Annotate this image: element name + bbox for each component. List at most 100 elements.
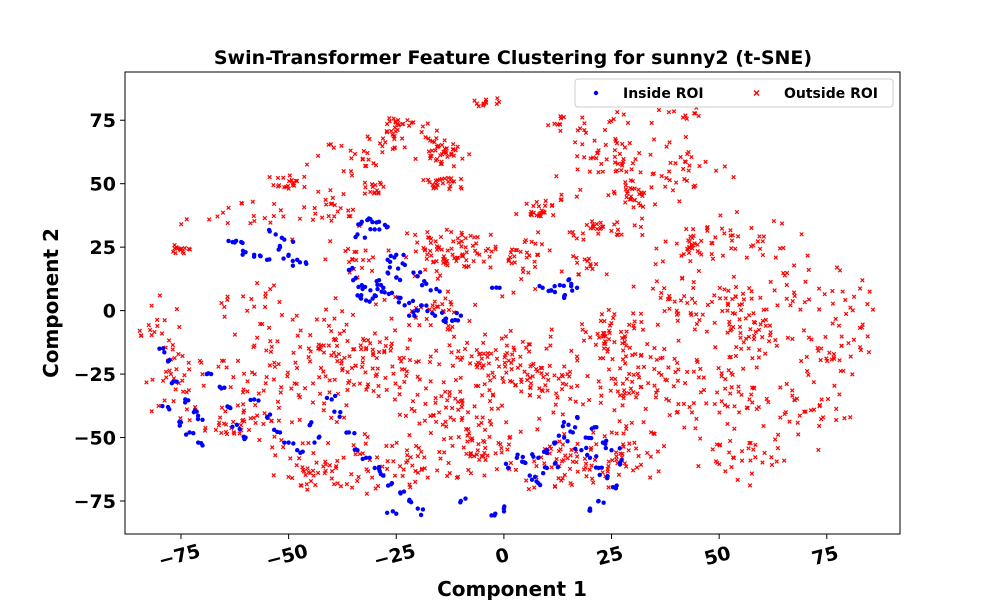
outside-roi-point	[154, 317, 160, 323]
outside-roi-point	[574, 154, 580, 159]
outside-roi-point	[761, 423, 766, 429]
outside-roi-point	[464, 451, 469, 457]
outside-roi-point	[674, 308, 679, 313]
outside-roi-point	[344, 481, 350, 487]
outside-roi-point	[663, 184, 668, 189]
outside-roi-point	[670, 188, 676, 193]
inside-roi-point	[374, 220, 379, 225]
outside-roi-point	[619, 232, 624, 237]
inside-roi-point	[396, 295, 401, 300]
inside-roi-point	[157, 346, 162, 351]
inside-roi-point	[534, 479, 539, 484]
outside-roi-point	[482, 473, 487, 478]
outside-roi-point	[820, 415, 826, 420]
outside-roi-point	[623, 354, 629, 359]
outside-roi-point	[465, 433, 470, 438]
outside-roi-point	[340, 366, 345, 371]
outside-roi-point	[581, 237, 586, 242]
outside-roi-point	[174, 306, 180, 312]
outside-roi-point	[407, 357, 413, 363]
inside-roi-point	[385, 271, 391, 276]
outside-roi-point	[679, 276, 685, 281]
outside-roi-point	[596, 170, 601, 175]
outside-roi-point	[543, 382, 548, 388]
outside-roi-point	[539, 242, 545, 247]
outside-roi-point	[834, 265, 840, 270]
outside-roi-point	[757, 234, 762, 239]
outside-roi-point	[294, 365, 300, 371]
outside-roi-point	[753, 442, 758, 448]
inside-roi-point	[378, 282, 384, 288]
outside-roi-point	[359, 364, 365, 370]
inside-roi-point	[186, 398, 191, 403]
inside-roi-point	[415, 506, 420, 511]
outside-roi-point	[518, 354, 523, 359]
outside-roi-point	[567, 230, 572, 235]
outside-roi-point	[640, 193, 645, 199]
outside-roi-point	[582, 257, 587, 262]
outside-roi-point	[413, 249, 419, 254]
outside-roi-point	[352, 151, 358, 157]
outside-roi-point	[249, 370, 255, 375]
outside-roi-point	[831, 351, 837, 357]
outside-roi-point	[287, 173, 293, 178]
outside-roi-point	[334, 343, 340, 349]
outside-roi-point	[545, 377, 551, 383]
outside-roi-point	[693, 312, 699, 317]
outside-roi-point	[599, 393, 604, 398]
outside-roi-point	[529, 239, 534, 245]
outside-roi-point	[587, 335, 593, 340]
outside-roi-point	[736, 410, 742, 415]
outside-roi-point	[628, 185, 633, 191]
x-tick-label: 75	[810, 542, 841, 570]
outside-roi-point	[351, 442, 356, 448]
outside-roi-point	[251, 213, 257, 219]
outside-roi-point	[447, 393, 452, 398]
outside-roi-point	[809, 337, 814, 342]
inside-roi-point	[557, 283, 563, 288]
outside-roi-point	[806, 372, 811, 378]
outside-roi-point	[630, 161, 636, 166]
outside-roi-point	[239, 200, 244, 206]
outside-roi-point	[614, 168, 620, 173]
outside-roi-point	[332, 377, 337, 382]
outside-roi-point	[666, 109, 672, 115]
outside-roi-point	[268, 220, 273, 225]
outside-roi-point	[200, 372, 205, 377]
outside-roi-point	[533, 241, 538, 246]
outside-roi-point	[349, 485, 355, 490]
outside-roi-point	[466, 152, 472, 157]
outside-roi-point	[405, 117, 410, 123]
outside-roi-point	[446, 323, 451, 329]
outside-roi-point	[422, 466, 428, 471]
outside-roi-point	[758, 322, 763, 327]
outside-roi-point	[276, 405, 282, 411]
outside-roi-point	[534, 213, 539, 218]
inside-roi-point	[338, 409, 343, 415]
outside-roi-point	[811, 379, 817, 385]
outside-roi-point	[787, 419, 792, 424]
outside-roi-point	[735, 234, 741, 239]
outside-roi-point	[631, 205, 636, 210]
outside-roi-point	[176, 351, 181, 357]
outside-roi-point	[858, 347, 864, 353]
outside-roi-point	[560, 412, 566, 417]
y-axis-label: Component 2	[39, 228, 63, 378]
inside-roi-point	[561, 435, 567, 440]
outside-roi-point	[719, 374, 724, 379]
outside-roi-point	[217, 415, 223, 420]
outside-roi-point	[833, 417, 839, 423]
outside-roi-point	[264, 348, 269, 353]
outside-roi-point	[434, 268, 439, 274]
inside-roi-point	[552, 461, 558, 466]
outside-roi-point	[648, 454, 654, 459]
outside-roi-point	[694, 416, 699, 422]
inside-roi-point	[574, 285, 580, 290]
outside-roi-point	[832, 383, 837, 388]
outside-roi-point	[396, 123, 401, 128]
outside-roi-point	[186, 360, 191, 365]
inside-roi-point	[312, 440, 317, 445]
outside-roi-point	[434, 128, 440, 133]
outside-roi-point	[442, 138, 447, 143]
outside-roi-point	[564, 382, 569, 387]
